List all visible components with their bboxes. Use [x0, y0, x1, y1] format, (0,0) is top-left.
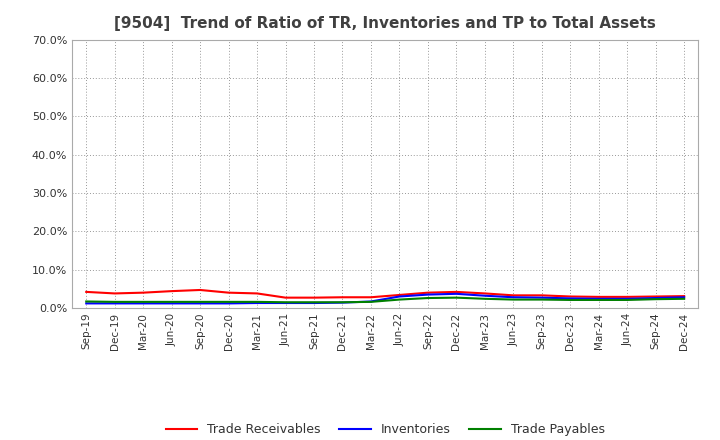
Trade Receivables	[82, 289, 91, 294]
Inventories	[652, 295, 660, 301]
Trade Payables	[310, 300, 318, 305]
Trade Receivables	[366, 295, 375, 300]
Inventories	[139, 301, 148, 306]
Inventories	[167, 301, 176, 306]
Trade Receivables	[338, 295, 347, 300]
Line: Trade Receivables: Trade Receivables	[86, 290, 684, 297]
Trade Payables	[167, 299, 176, 304]
Inventories	[566, 296, 575, 301]
Inventories	[623, 296, 631, 301]
Trade Payables	[623, 297, 631, 303]
Trade Receivables	[395, 292, 404, 297]
Trade Payables	[282, 300, 290, 305]
Trade Payables	[595, 297, 603, 303]
Trade Payables	[423, 295, 432, 301]
Trade Receivables	[652, 294, 660, 299]
Inventories	[338, 300, 347, 305]
Trade Receivables	[225, 290, 233, 295]
Trade Payables	[225, 299, 233, 304]
Inventories	[395, 294, 404, 299]
Trade Receivables	[253, 291, 261, 296]
Trade Payables	[480, 296, 489, 301]
Trade Payables	[537, 297, 546, 302]
Inventories	[423, 292, 432, 297]
Inventories	[537, 295, 546, 300]
Inventories	[253, 301, 261, 306]
Inventories	[82, 301, 91, 306]
Inventories	[282, 301, 290, 306]
Trade Receivables	[310, 295, 318, 300]
Trade Payables	[253, 299, 261, 304]
Inventories	[509, 295, 518, 300]
Trade Receivables	[423, 290, 432, 295]
Line: Inventories: Inventories	[86, 294, 684, 304]
Inventories	[480, 293, 489, 298]
Trade Payables	[338, 300, 347, 305]
Trade Receivables	[537, 293, 546, 298]
Trade Payables	[452, 295, 461, 300]
Trade Receivables	[480, 291, 489, 296]
Trade Receivables	[282, 295, 290, 300]
Trade Payables	[139, 299, 148, 304]
Trade Receivables	[566, 294, 575, 299]
Line: Trade Payables: Trade Payables	[86, 297, 684, 302]
Legend: Trade Receivables, Inventories, Trade Payables: Trade Receivables, Inventories, Trade Pa…	[161, 418, 610, 440]
Trade Receivables	[196, 287, 204, 293]
Trade Payables	[110, 299, 119, 304]
Trade Receivables	[680, 293, 688, 299]
Trade Payables	[395, 297, 404, 302]
Trade Receivables	[509, 293, 518, 298]
Trade Payables	[196, 299, 204, 304]
Inventories	[110, 301, 119, 306]
Trade Payables	[680, 296, 688, 301]
Trade Payables	[566, 297, 575, 303]
Inventories	[452, 291, 461, 297]
Inventories	[680, 295, 688, 300]
Trade Receivables	[139, 290, 148, 295]
Trade Receivables	[595, 294, 603, 300]
Inventories	[366, 299, 375, 304]
Trade Receivables	[623, 294, 631, 300]
Trade Receivables	[167, 289, 176, 294]
Title: [9504]  Trend of Ratio of TR, Inventories and TP to Total Assets: [9504] Trend of Ratio of TR, Inventories…	[114, 16, 656, 32]
Trade Payables	[366, 299, 375, 304]
Trade Payables	[82, 299, 91, 304]
Inventories	[225, 301, 233, 306]
Trade Receivables	[452, 289, 461, 294]
Inventories	[595, 296, 603, 301]
Trade Payables	[652, 297, 660, 302]
Inventories	[310, 301, 318, 306]
Trade Payables	[509, 297, 518, 302]
Inventories	[196, 301, 204, 306]
Trade Receivables	[110, 291, 119, 296]
